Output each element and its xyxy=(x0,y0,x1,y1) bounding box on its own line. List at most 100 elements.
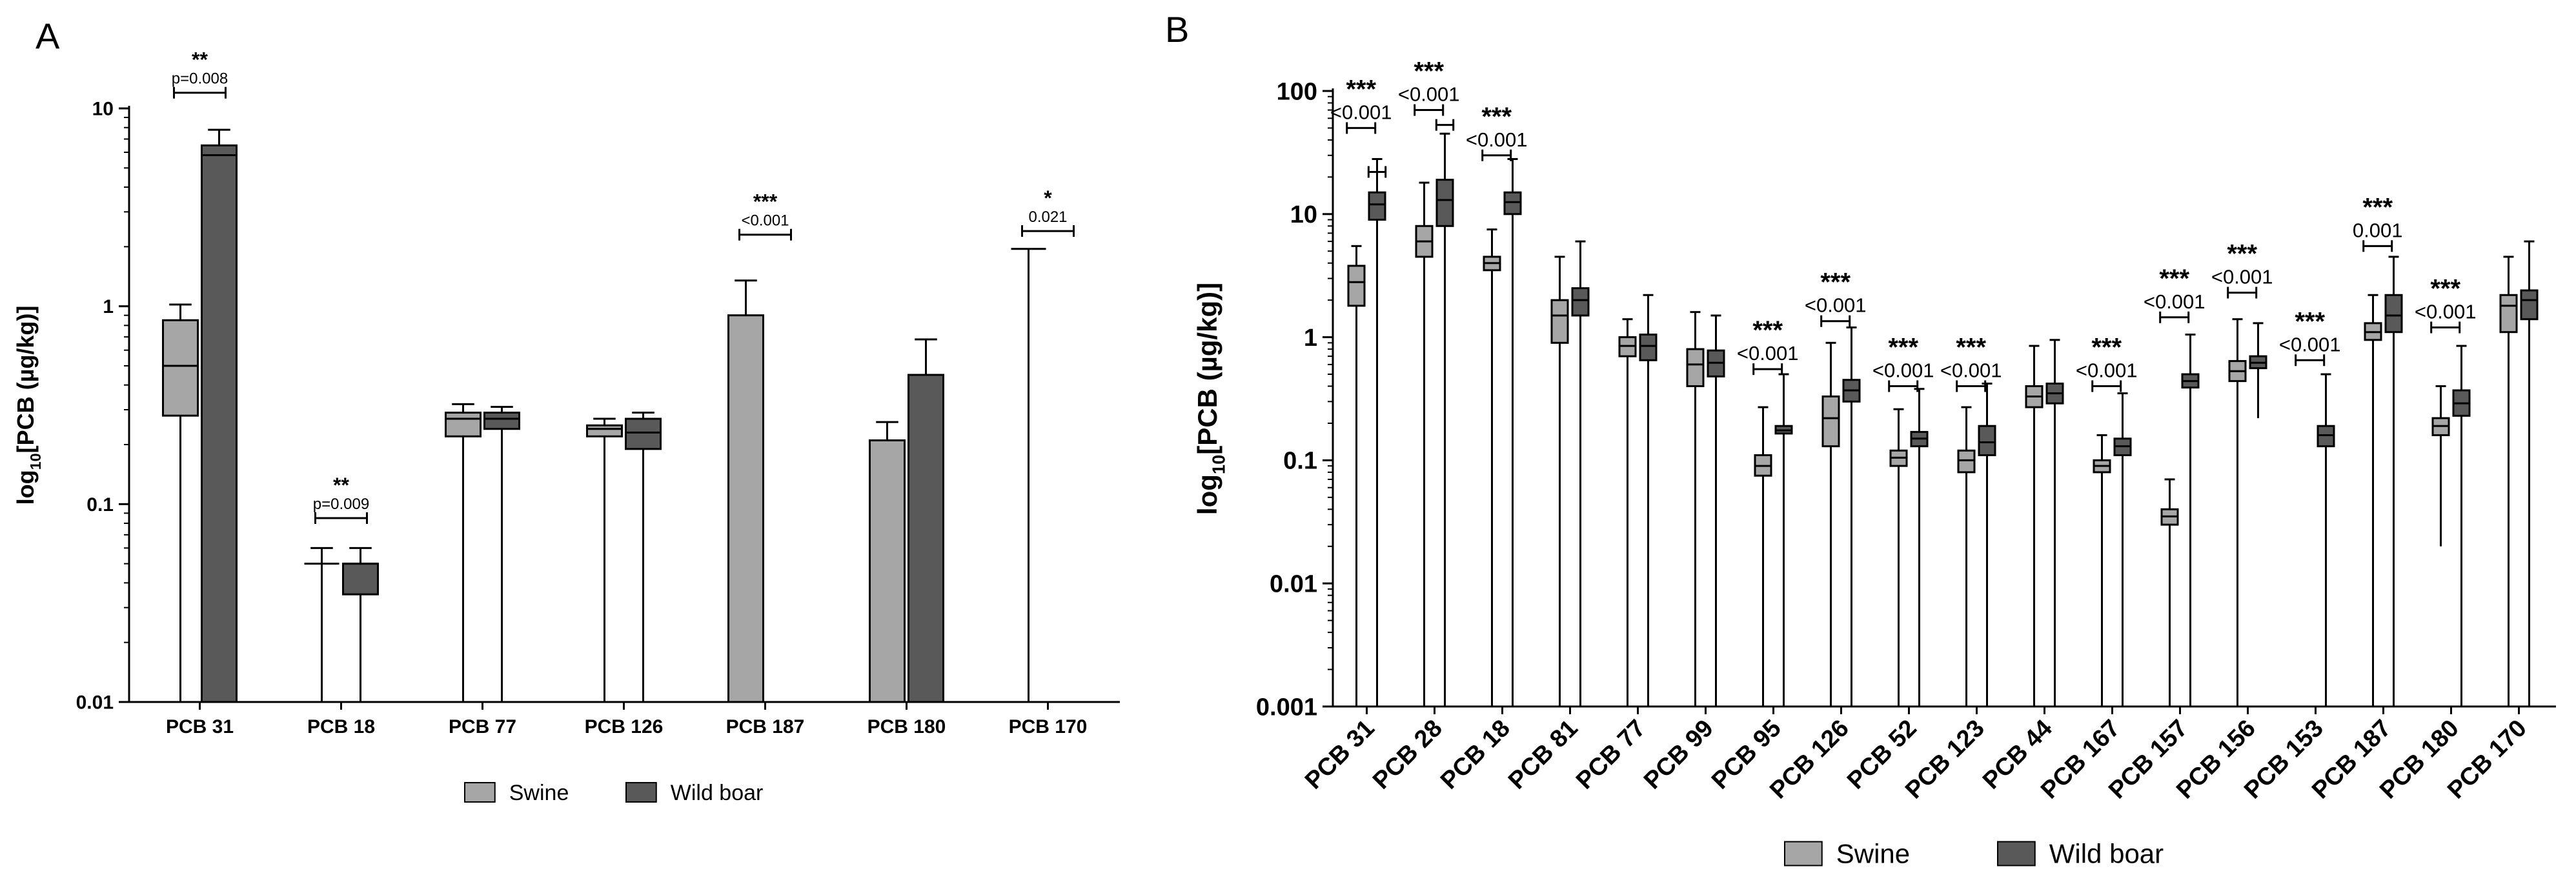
legend-label-swine: Swine xyxy=(1836,839,1910,869)
y-tick-label: 1 xyxy=(103,296,114,317)
y-tick-label: 100 xyxy=(1277,78,1317,105)
p-value-label: <0.001 xyxy=(1466,128,1528,151)
p-value-label: <0.001 xyxy=(1872,359,1934,382)
y-tick-label: 1 xyxy=(1304,325,1317,352)
significance-stars: *** xyxy=(1414,57,1444,86)
wild-boar-box xyxy=(625,417,662,450)
swine-box xyxy=(1821,395,1840,448)
panel-label: A xyxy=(35,15,60,56)
p-value-label: <0.001 xyxy=(1330,101,1392,123)
y-label-rest: [PCB (µg/kg)] xyxy=(1192,283,1222,455)
legend-swatch-wild-boar xyxy=(625,782,657,803)
wild-boar-box xyxy=(1503,191,1522,215)
significance-stars: *** xyxy=(753,190,778,214)
wild-boar-box xyxy=(1571,287,1590,317)
significance-stars: * xyxy=(1044,186,1052,210)
y-label-rest: [PCB (µg/kg)] xyxy=(12,306,39,454)
x-tick-label-group: PCB 81 xyxy=(1503,715,1583,795)
y-tick-label: 0.01 xyxy=(1270,571,1317,598)
swine-box xyxy=(445,412,482,437)
x-tick-label: PCB 77 xyxy=(1571,715,1651,795)
p-value-label: <0.001 xyxy=(2211,266,2273,288)
y-tick-label: 0.1 xyxy=(86,494,114,516)
swine-box xyxy=(2499,294,2518,334)
x-tick-label: PCB 18 xyxy=(307,716,375,737)
p-value-label: 0.001 xyxy=(2353,219,2403,241)
wild-boar-bar xyxy=(908,374,944,703)
x-tick-label: PCB 31 xyxy=(1300,715,1380,795)
x-tick-label: PCB 81 xyxy=(1503,715,1583,795)
swine-bar xyxy=(869,439,906,703)
significance-stars: ** xyxy=(333,474,349,497)
wild-boar-box xyxy=(342,563,379,596)
y-tick-label: 0.001 xyxy=(1256,694,1317,721)
significance-stars: *** xyxy=(2430,274,2460,303)
y-axis-label: log10[PCB (µg/kg)] xyxy=(12,306,44,505)
significance-stars: *** xyxy=(2295,307,2325,336)
x-tick-label: PCB 77 xyxy=(449,716,516,737)
significance-stars: *** xyxy=(1481,103,1512,131)
legend-label-wild-boar: Wild boar xyxy=(2049,839,2164,869)
panel-label: B xyxy=(1165,9,1189,50)
y-tick-label: 0.1 xyxy=(1283,448,1317,475)
x-tick-label: PCB 170 xyxy=(1009,716,1088,737)
legend-label-wild-boar: Wild boar xyxy=(671,781,764,805)
swine-box xyxy=(586,424,623,437)
swine-box xyxy=(1957,449,1976,474)
x-tick-label: PCB 18 xyxy=(1435,715,1516,795)
p-value-label: <0.001 xyxy=(1940,359,2002,382)
wild-boar-box xyxy=(2384,294,2403,334)
p-value-label: 0.021 xyxy=(1028,208,1067,226)
y-label-main: log xyxy=(1192,474,1222,515)
significance-stars: *** xyxy=(1820,268,1851,297)
y-label-main: log xyxy=(12,470,39,505)
y-axis-label-text: log10[PCB (µg/kg)] xyxy=(12,306,44,505)
p-value-label: <0.001 xyxy=(2144,290,2206,313)
y-label-sub: 10 xyxy=(1209,455,1229,474)
swine-bar xyxy=(727,314,764,703)
significance-stars: *** xyxy=(1956,334,1986,362)
x-tick-label: PCB 31 xyxy=(166,716,234,737)
significance-stars: *** xyxy=(2362,193,2393,221)
p-value-label: p=0.009 xyxy=(313,496,369,513)
legend-label-swine: Swine xyxy=(509,781,569,805)
p-value-label: p=0.008 xyxy=(172,70,228,88)
y-label-sub: 10 xyxy=(27,453,44,470)
x-tick-label-group: PCB 18 xyxy=(1435,715,1516,795)
x-tick-label: PCB 180 xyxy=(867,716,946,737)
x-tick-label: PCB 187 xyxy=(726,716,805,737)
p-value-label: <0.001 xyxy=(2415,300,2477,323)
y-axis-label: log10[PCB (µg/kg)] xyxy=(1192,283,1229,515)
y-tick-label: 0.01 xyxy=(76,692,114,714)
wild-boar-box xyxy=(483,412,520,430)
significance-stars: *** xyxy=(1346,75,1376,103)
significance-stars: *** xyxy=(1888,334,1918,362)
chart-panel-b: B 0.001 0.01 0.1 1 10 100 log10[PCB (µg/kg)] PCB… xyxy=(1165,9,2556,869)
p-value-label: <0.001 xyxy=(1398,83,1460,106)
legend-swatch-swine xyxy=(1784,841,1823,867)
p-value-label: <0.001 xyxy=(2076,359,2138,382)
wild-boar-box xyxy=(1368,191,1386,221)
x-tick-label: PCB 99 xyxy=(1639,715,1719,795)
significance-stars: *** xyxy=(1752,316,1783,345)
wild-boar-box xyxy=(1435,179,1454,227)
wild-boar-box xyxy=(2520,289,2539,321)
legend-swatch-swine xyxy=(464,782,496,803)
significance-stars: *** xyxy=(2159,265,2189,293)
x-tick-label-group: PCB 28 xyxy=(1368,715,1448,795)
swine-box xyxy=(1686,348,1705,388)
significance-stars: *** xyxy=(2227,240,2257,268)
p-value-label: <0.001 xyxy=(1737,342,1799,365)
x-tick-label: PCB 28 xyxy=(1368,715,1448,795)
x-tick-label: PCB 126 xyxy=(585,716,664,737)
x-tick-label-group: PCB 31 xyxy=(1300,715,1380,795)
y-axis-label-text: log10[PCB (µg/kg)] xyxy=(1192,283,1229,515)
x-tick-label-group: PCB 77 xyxy=(1571,715,1651,795)
swine-box xyxy=(1550,299,1569,344)
wild-boar-box xyxy=(1639,334,1658,361)
p-value-label: <0.001 xyxy=(741,212,789,230)
swine-box xyxy=(162,319,199,417)
p-value-label: <0.001 xyxy=(2279,333,2341,356)
